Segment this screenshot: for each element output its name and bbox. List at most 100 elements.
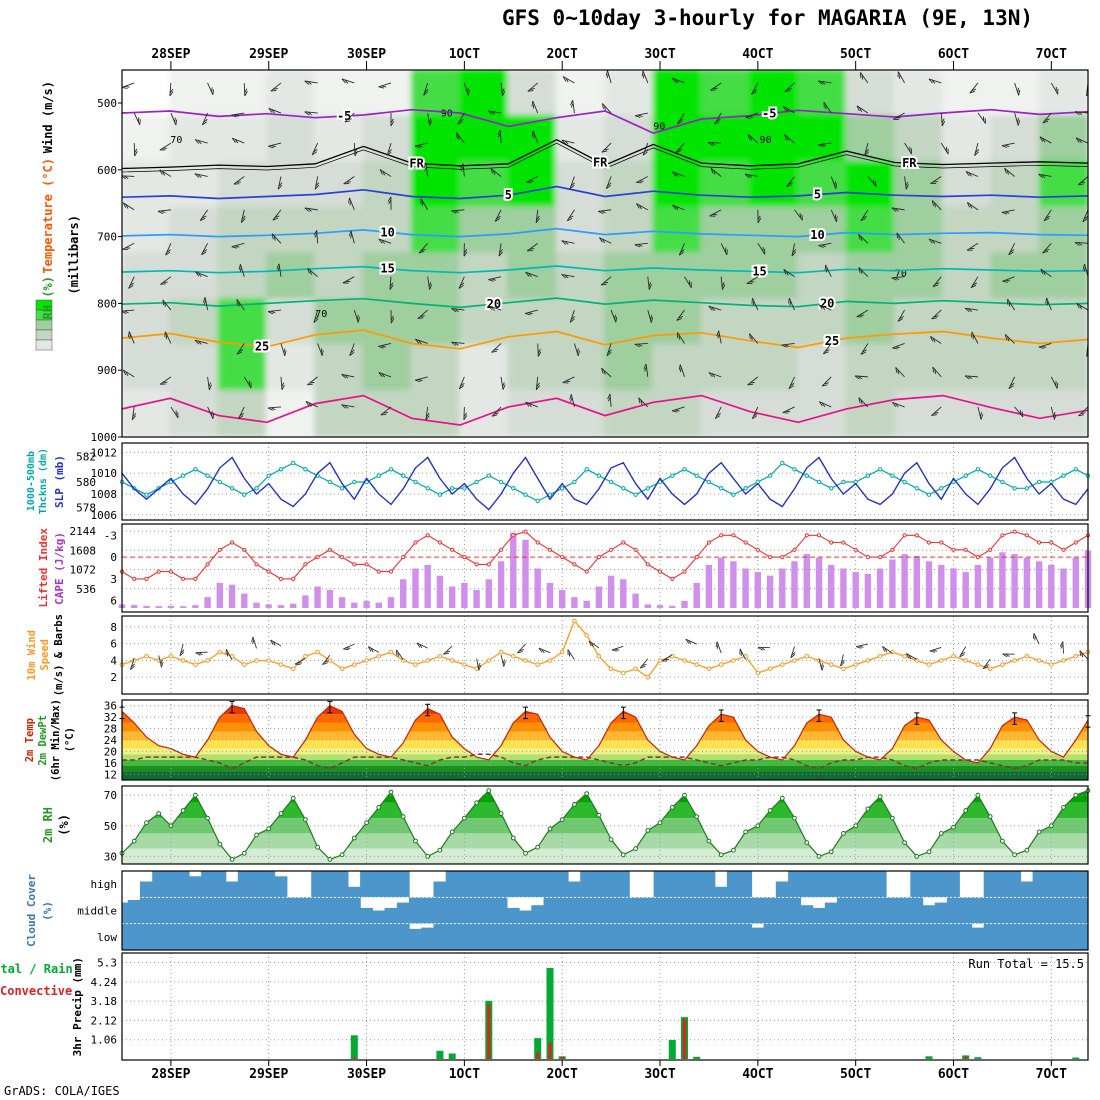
millibars-axis-label: (millibars) [66, 215, 81, 295]
svg-text:578: 578 [76, 501, 96, 514]
svg-text:25: 25 [825, 334, 839, 348]
svg-text:6: 6 [110, 595, 117, 608]
rh2m-label: 2m RH [40, 806, 55, 844]
svg-text:36: 36 [104, 700, 117, 713]
svg-text:29SEP: 29SEP [249, 47, 288, 62]
run-total-text: Run Total = 15.5 [968, 957, 1084, 971]
svg-text:5: 5 [814, 188, 821, 202]
svg-text:28: 28 [104, 723, 117, 736]
t2m-label: 2m Temp [23, 717, 36, 763]
svg-text:6OCT: 6OCT [938, 1067, 969, 1082]
svg-text:1006: 1006 [91, 509, 118, 522]
svg-text:8: 8 [110, 621, 117, 634]
svg-text:1072: 1072 [70, 564, 97, 577]
svg-text:15: 15 [752, 265, 766, 279]
svg-text:25: 25 [255, 339, 269, 353]
svg-text:high: high [91, 878, 118, 891]
svg-text:12: 12 [104, 768, 117, 781]
svg-text:30SEP: 30SEP [347, 47, 386, 62]
svg-text:600: 600 [97, 164, 117, 177]
svg-text:2144: 2144 [70, 525, 97, 538]
chart-title: GFS 0~10day 3-hourly for MAGARIA (9E, 13… [501, 6, 1033, 30]
rh-axis-label: RH (%) [40, 276, 55, 320]
svg-text:24: 24 [104, 734, 118, 747]
svg-text:70: 70 [315, 309, 327, 320]
svg-text:29SEP: 29SEP [249, 1067, 288, 1082]
cloud-cover-label: Cloud Cover [25, 874, 38, 947]
rh2m-units-label: (%) [56, 814, 71, 836]
svg-text:6OCT: 6OCT [938, 47, 969, 62]
t2m-units-label: (°C) [63, 727, 76, 753]
svg-text:10: 10 [380, 225, 394, 239]
svg-text:2OCT: 2OCT [547, 1067, 578, 1082]
svg-text:10: 10 [810, 228, 824, 242]
svg-text:3.18: 3.18 [91, 995, 118, 1008]
svg-text:70: 70 [104, 789, 117, 802]
svg-text:500: 500 [97, 97, 117, 110]
svg-text:30SEP: 30SEP [347, 1067, 386, 1082]
svg-text:FR: FR [902, 156, 917, 170]
svg-text:5.3: 5.3 [97, 957, 117, 970]
svg-text:1008: 1008 [91, 488, 118, 501]
precip-convective-label: Convective [0, 984, 73, 998]
svg-text:1012: 1012 [91, 446, 118, 459]
svg-text:20: 20 [104, 745, 117, 758]
svg-text:90: 90 [653, 122, 665, 133]
svg-text:1.06: 1.06 [91, 1034, 118, 1047]
svg-text:536: 536 [76, 583, 96, 596]
slp-label: SLP (mb) [53, 454, 66, 508]
svg-text:16: 16 [104, 757, 117, 770]
temperature-axis-label: Temperature (°C) [40, 158, 55, 274]
svg-text:3OCT: 3OCT [644, 47, 675, 62]
svg-text:70: 70 [895, 269, 907, 280]
svg-text:90: 90 [760, 135, 772, 146]
cape-label: CAPE (J/kg) [53, 531, 66, 605]
svg-text:1OCT: 1OCT [449, 47, 480, 62]
svg-text:7OCT: 7OCT [1036, 1067, 1067, 1082]
wind10-label-line1: 10m Wind [25, 629, 38, 681]
svg-text:2.12: 2.12 [91, 1014, 118, 1027]
svg-text:7OCT: 7OCT [1036, 47, 1067, 62]
svg-text:15: 15 [380, 262, 394, 276]
svg-text:90: 90 [441, 108, 453, 119]
svg-text:FR: FR [593, 156, 608, 170]
precip-axis-label: 3hr Precip (mm) [71, 956, 84, 1057]
svg-text:580: 580 [76, 476, 96, 489]
svg-text:32: 32 [104, 711, 117, 724]
cloud-units-label: (%) [41, 900, 54, 921]
svg-text:28SEP: 28SEP [151, 1067, 190, 1082]
wind10-units-label: (m/s) & Barbs [52, 613, 65, 697]
svg-text:1OCT: 1OCT [449, 1067, 480, 1082]
svg-text:30: 30 [104, 850, 117, 863]
svg-text:6: 6 [110, 638, 117, 651]
svg-text:3OCT: 3OCT [644, 1067, 675, 1082]
svg-text:4: 4 [110, 654, 117, 667]
svg-text:900: 900 [97, 364, 117, 377]
svg-text:70: 70 [170, 135, 182, 146]
svg-text:4OCT: 4OCT [742, 1067, 773, 1082]
thickness-label-line2: Thckns (dm) [38, 447, 49, 515]
dewpt-label: 2m DewPt [36, 714, 49, 766]
wind10-label-line2: Speed [38, 639, 51, 671]
svg-text:2: 2 [110, 671, 117, 684]
svg-text:1608: 1608 [70, 544, 97, 557]
svg-text:-3: -3 [104, 529, 117, 542]
svg-text:5OCT: 5OCT [840, 47, 871, 62]
svg-text:5: 5 [505, 188, 512, 202]
svg-text:50: 50 [104, 820, 117, 833]
svg-text:1010: 1010 [91, 467, 118, 480]
svg-text:800: 800 [97, 297, 117, 310]
svg-text:582: 582 [76, 451, 96, 464]
svg-text:1000: 1000 [91, 431, 118, 444]
svg-text:4.24: 4.24 [91, 976, 118, 989]
lifted-index-label: Lifted Index [37, 528, 50, 608]
svg-text:FR: FR [409, 156, 424, 170]
svg-text:4OCT: 4OCT [742, 47, 773, 62]
svg-text:2OCT: 2OCT [547, 47, 578, 62]
svg-text:0: 0 [110, 551, 117, 564]
minmax-label: (6hr Min/Max) [49, 698, 62, 782]
precip-total-rain-label: Total / Rain [0, 962, 73, 976]
wind-axis-label: Wind (m/s) [40, 80, 55, 154]
